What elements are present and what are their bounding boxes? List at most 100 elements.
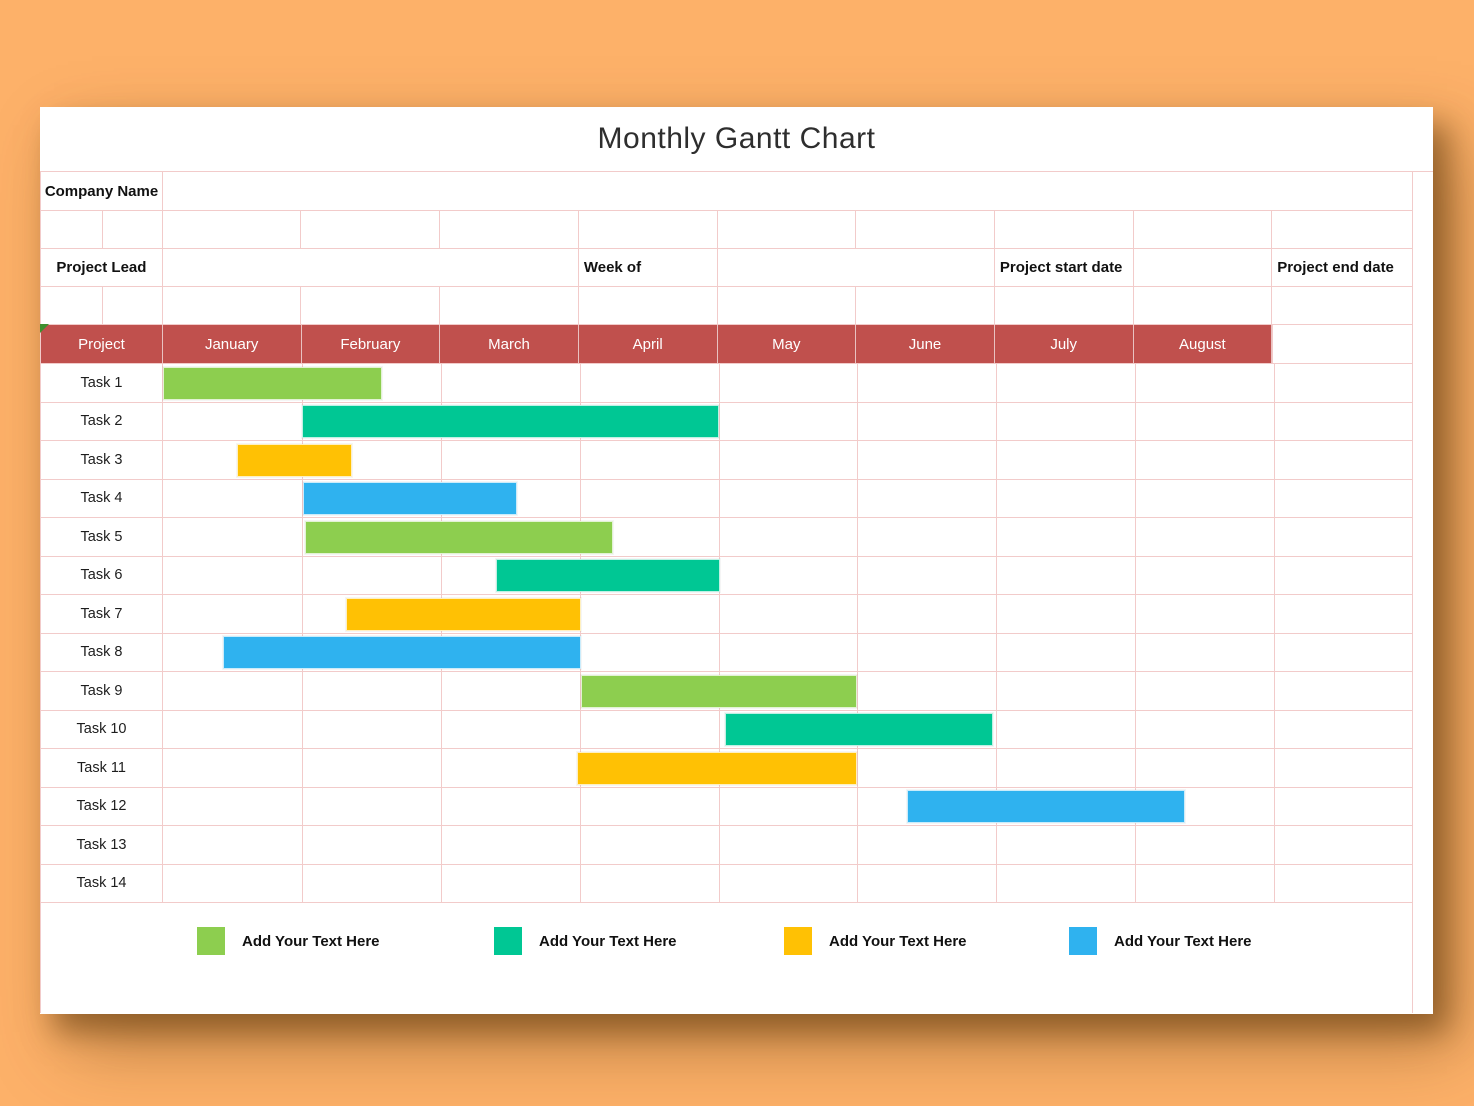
month-gridline bbox=[857, 364, 859, 903]
month-gridline bbox=[718, 364, 720, 903]
empty-cell[interactable] bbox=[579, 211, 718, 248]
empty-cell[interactable] bbox=[163, 211, 302, 248]
project-lead-row: Project Lead Week of Project start date Pro… bbox=[41, 249, 1412, 287]
legend-label[interactable]: Add Your Text Here bbox=[539, 932, 677, 950]
task-row: Task 6 bbox=[41, 556, 1412, 595]
gantt-bar-task-10[interactable] bbox=[725, 713, 994, 746]
month-gridline bbox=[301, 364, 303, 903]
month-gridline bbox=[1274, 364, 1275, 903]
gantt-bar-task-12[interactable] bbox=[907, 790, 1186, 823]
task-label-cell[interactable]: Task 10 bbox=[41, 710, 163, 748]
empty-cell[interactable] bbox=[301, 287, 441, 324]
column-header-june: June bbox=[856, 325, 995, 363]
gantt-bar-task-9[interactable] bbox=[581, 674, 858, 708]
legend-color-swatch[interactable] bbox=[1069, 927, 1097, 955]
legend-label[interactable]: Add Your Text Here bbox=[242, 932, 380, 950]
task-timeline-cell[interactable] bbox=[163, 788, 1412, 826]
empty-cell[interactable] bbox=[1134, 287, 1273, 324]
empty-cell[interactable] bbox=[856, 211, 995, 248]
task-row: Task 9 bbox=[41, 672, 1412, 711]
project-start-date-label-cell: Project start date bbox=[995, 249, 1134, 286]
legend-color-swatch[interactable] bbox=[197, 927, 225, 955]
empty-cell[interactable] bbox=[1272, 211, 1412, 248]
column-header-may: May bbox=[717, 325, 857, 363]
empty-cell[interactable] bbox=[103, 211, 163, 248]
task-row: Task 11 bbox=[41, 749, 1412, 788]
month-gridline bbox=[440, 364, 442, 903]
legend-color-swatch[interactable] bbox=[494, 927, 522, 955]
project-start-date-input-cell[interactable] bbox=[1134, 249, 1273, 286]
project-end-date-label-cell: Project end date bbox=[1277, 259, 1394, 276]
task-label-cell[interactable]: Task 3 bbox=[41, 441, 163, 479]
task-label-cell[interactable]: Task 14 bbox=[41, 864, 163, 902]
empty-cell[interactable] bbox=[579, 287, 718, 324]
month-gridline bbox=[579, 364, 581, 903]
empty-cell[interactable] bbox=[103, 287, 163, 324]
company-name-label-cell: Company Name bbox=[41, 172, 163, 210]
task-label-cell[interactable]: Task 7 bbox=[41, 595, 163, 633]
column-header-february: February bbox=[301, 325, 441, 363]
empty-cell[interactable] bbox=[301, 211, 441, 248]
gantt-bar-task-2[interactable] bbox=[301, 405, 719, 438]
task-timeline-cell[interactable] bbox=[163, 557, 1412, 595]
task-timeline-cell[interactable] bbox=[163, 826, 1412, 864]
task-label-cell[interactable]: Task 12 bbox=[41, 787, 163, 825]
legend-label[interactable]: Add Your Text Here bbox=[829, 932, 967, 950]
gantt-bar-task-5[interactable] bbox=[304, 520, 613, 554]
column-header-april: April bbox=[578, 325, 718, 363]
project-lead-input-cell[interactable] bbox=[163, 249, 579, 286]
column-header-january: January bbox=[162, 325, 302, 363]
task-row: Task 7 bbox=[41, 595, 1412, 634]
gantt-bar-task-3[interactable] bbox=[236, 443, 352, 477]
task-row: Task 1 bbox=[41, 364, 1412, 403]
task-label-cell[interactable]: Task 5 bbox=[41, 518, 163, 556]
task-row: Task 2 bbox=[41, 402, 1412, 441]
empty-cell[interactable] bbox=[41, 211, 103, 248]
empty-cell[interactable] bbox=[41, 287, 103, 324]
empty-cell[interactable] bbox=[1134, 211, 1273, 248]
task-label-cell[interactable]: Task 13 bbox=[41, 826, 163, 864]
spreadsheet-grid: Company Name Project Lead Week of Project … bbox=[40, 172, 1413, 1013]
page-title: Monthly Gantt Chart bbox=[597, 122, 876, 155]
column-header-march: March bbox=[440, 325, 579, 363]
gantt-bar-task-7[interactable] bbox=[346, 597, 581, 631]
gantt-bar-task-1[interactable] bbox=[163, 366, 383, 400]
task-label-cell[interactable]: Task 1 bbox=[41, 364, 163, 402]
task-row: Task 4 bbox=[41, 479, 1412, 518]
task-label-cell[interactable]: Task 11 bbox=[41, 749, 163, 787]
legend: Add Your Text Here Add Your Text Here Add … bbox=[41, 903, 1412, 1013]
week-of-label-cell: Week of bbox=[579, 249, 718, 286]
empty-cell[interactable] bbox=[718, 211, 857, 248]
task-timeline-cell[interactable] bbox=[163, 865, 1412, 903]
corner-marker-triangle bbox=[40, 324, 49, 333]
empty-cell[interactable] bbox=[995, 211, 1134, 248]
empty-cell[interactable] bbox=[163, 287, 302, 324]
gantt-bar-task-8[interactable] bbox=[222, 636, 581, 669]
task-label-cell[interactable]: Task 6 bbox=[41, 556, 163, 594]
task-label-cell[interactable]: Task 2 bbox=[41, 402, 163, 440]
gantt-bar-task-11[interactable] bbox=[576, 751, 858, 785]
month-gridline bbox=[1135, 364, 1137, 903]
empty-header-cell bbox=[1272, 325, 1412, 363]
gantt-bar-task-6[interactable] bbox=[496, 559, 720, 592]
empty-cell[interactable] bbox=[440, 287, 579, 324]
task-label-cell[interactable]: Task 8 bbox=[41, 633, 163, 671]
gantt-chart-area: Task 1 Task 2 Task 3 Task 4 Task 5 Task 6 Task… bbox=[41, 364, 1412, 903]
empty-cell[interactable] bbox=[1272, 287, 1412, 324]
gantt-bar-task-4[interactable] bbox=[303, 482, 518, 515]
empty-cell[interactable] bbox=[856, 287, 995, 324]
company-name-input-cell[interactable] bbox=[163, 172, 1412, 210]
company-name-row: Company Name bbox=[41, 172, 1412, 211]
empty-cell[interactable] bbox=[718, 287, 857, 324]
legend-color-swatch[interactable] bbox=[784, 927, 812, 955]
column-header-july: July bbox=[994, 325, 1134, 363]
task-label-cell[interactable]: Task 4 bbox=[41, 479, 163, 517]
empty-cell[interactable] bbox=[440, 211, 579, 248]
month-gridline bbox=[996, 364, 998, 903]
column-header-august: August bbox=[1133, 325, 1273, 363]
legend-label[interactable]: Add Your Text Here bbox=[1114, 932, 1252, 950]
empty-cell[interactable] bbox=[995, 287, 1134, 324]
week-of-input-cell[interactable] bbox=[718, 249, 995, 286]
task-label-cell[interactable]: Task 9 bbox=[41, 672, 163, 710]
spacer-row bbox=[41, 211, 1412, 249]
